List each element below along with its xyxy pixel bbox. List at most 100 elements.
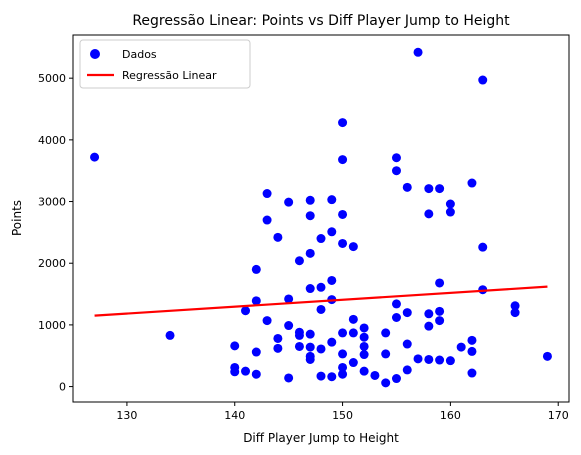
- data-point: [251, 347, 261, 357]
- data-point: [338, 369, 348, 379]
- data-point: [391, 299, 401, 309]
- data-point: [305, 195, 315, 205]
- data-point: [251, 369, 261, 379]
- x-tick-label: 150: [332, 409, 353, 422]
- data-point: [370, 370, 380, 380]
- data-point: [359, 323, 369, 333]
- data-point: [338, 118, 348, 128]
- data-point: [478, 75, 488, 85]
- legend-marker-dados: [90, 49, 100, 59]
- data-point: [316, 344, 326, 354]
- data-point: [251, 264, 261, 274]
- data-point: [273, 343, 283, 353]
- data-marks: [90, 47, 552, 388]
- data-point: [445, 199, 455, 209]
- data-point: [316, 304, 326, 314]
- data-point: [305, 342, 315, 352]
- data-point: [445, 356, 455, 366]
- data-point: [445, 207, 455, 217]
- y-tick-label: 5000: [38, 72, 66, 85]
- data-point: [316, 234, 326, 244]
- data-point: [391, 153, 401, 163]
- data-point: [327, 195, 337, 205]
- data-point: [391, 312, 401, 322]
- x-tick-label: 140: [224, 409, 245, 422]
- data-point: [305, 329, 315, 339]
- data-point: [391, 374, 401, 384]
- data-point: [230, 341, 240, 351]
- data-point: [424, 309, 434, 319]
- data-point: [435, 306, 445, 316]
- data-point: [327, 372, 337, 382]
- data-point: [359, 332, 369, 342]
- data-point: [381, 328, 391, 338]
- data-point: [456, 342, 466, 352]
- data-point: [348, 328, 358, 338]
- data-point: [424, 321, 434, 331]
- data-point: [359, 341, 369, 351]
- regression-line: [94, 285, 548, 317]
- legend-label-regression: Regressão Linear: [122, 69, 217, 82]
- data-point: [284, 197, 294, 207]
- plot-frame: [72, 34, 570, 403]
- data-point: [305, 211, 315, 221]
- data-point: [359, 350, 369, 360]
- x-tick-label: 170: [548, 409, 569, 422]
- data-point: [359, 366, 369, 376]
- data-point: [338, 328, 348, 338]
- y-tick-label: 2000: [38, 257, 66, 270]
- plot-background: [73, 35, 569, 402]
- data-point: [424, 354, 434, 364]
- data-point: [510, 301, 520, 311]
- data-point: [284, 373, 294, 383]
- y-axis: 0 1000 2000 3000 4000 5000: [38, 72, 73, 394]
- data-point: [435, 184, 445, 194]
- data-point: [262, 189, 272, 199]
- data-point: [424, 184, 434, 194]
- y-tick-label: 1000: [38, 319, 66, 332]
- data-point: [413, 47, 423, 57]
- y-tick-label: 4000: [38, 134, 66, 147]
- data-point: [338, 349, 348, 359]
- data-point: [165, 330, 175, 340]
- x-tick-label: 130: [116, 409, 137, 422]
- data-point: [90, 152, 100, 162]
- data-point: [435, 278, 445, 288]
- data-point: [424, 209, 434, 219]
- data-point: [338, 362, 348, 372]
- data-point: [327, 227, 337, 237]
- plot-area: [72, 34, 570, 403]
- data-point: [348, 314, 358, 324]
- legend-label-dados: Dados: [122, 48, 157, 61]
- data-point: [435, 355, 445, 365]
- data-point: [273, 333, 283, 343]
- data-point: [381, 349, 391, 359]
- data-point: [294, 330, 304, 340]
- y-tick-label: 0: [59, 381, 66, 394]
- data-point: [241, 366, 251, 376]
- data-point: [284, 321, 294, 331]
- data-point: [467, 178, 477, 188]
- data-point: [348, 242, 358, 252]
- legend-box: [79, 39, 251, 89]
- data-point: [467, 335, 477, 345]
- data-point: [316, 282, 326, 292]
- data-point: [435, 316, 445, 326]
- x-tick-label: 160: [440, 409, 461, 422]
- data-point: [542, 351, 552, 361]
- y-tick-label: 3000: [38, 196, 66, 209]
- data-point: [338, 209, 348, 219]
- data-point: [402, 182, 412, 192]
- data-point: [273, 232, 283, 242]
- data-point: [294, 341, 304, 351]
- data-point: [338, 238, 348, 248]
- data-point: [327, 337, 337, 347]
- data-point: [316, 371, 326, 381]
- data-point: [262, 215, 272, 225]
- data-point: [478, 242, 488, 252]
- data-point: [241, 306, 251, 316]
- data-point: [402, 339, 412, 349]
- data-point: [262, 316, 272, 326]
- data-point: [381, 378, 391, 388]
